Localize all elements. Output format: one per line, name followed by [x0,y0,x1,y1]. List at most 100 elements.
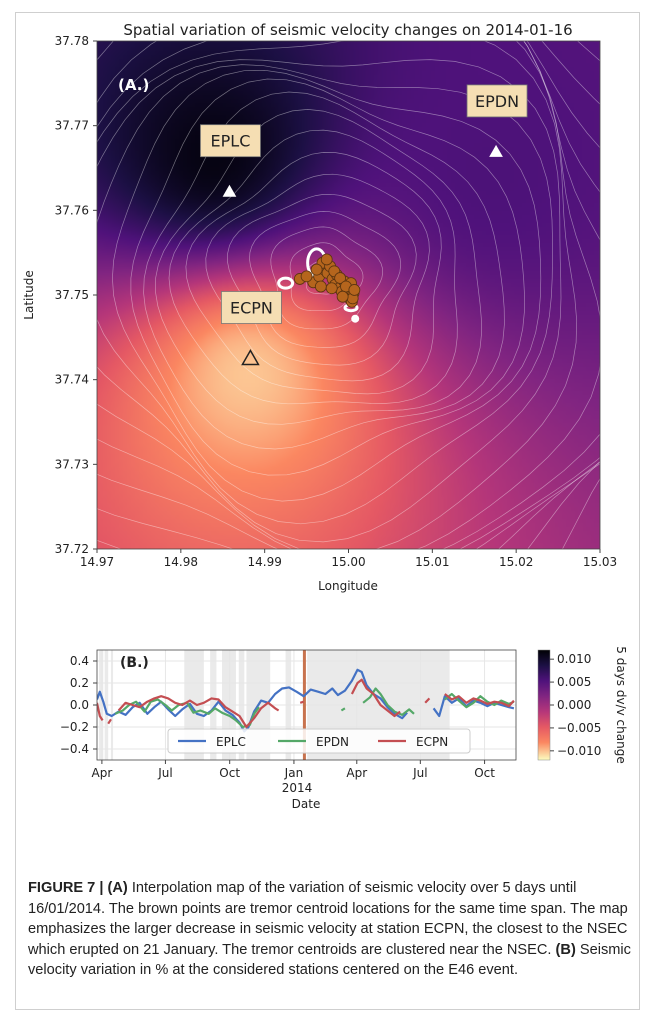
timeseries-x-tick-label: Apr [92,766,113,780]
series-line-epdn [114,687,515,729]
tremor-centroids [293,253,361,308]
colorbar-tick-label: 0.010 [557,652,591,666]
crater-rim [277,276,295,290]
contour-line [227,193,417,366]
station-marker-epdn [489,144,503,157]
map-y-label: Latitude [22,270,36,319]
map-x-tick-label: 14.97 [80,555,114,569]
caption-text-a: Interpolation map of the variation of se… [28,880,628,958]
map-x-tick-label: 15.03 [583,555,617,569]
caption-text-b: Seismic velocity variation in % at the c… [28,941,631,979]
chart-figure: Spatial variation of seismic velocity ch… [0,0,655,811]
contour-line [185,152,442,395]
timeseries-x-axis: Apr Jul Oct Jan Apr Jul Oct [92,760,495,780]
timeseries-x-tick-label: Jan [284,766,304,780]
legend-label-ecpn: ECPN [416,735,448,749]
tremor-centroid-point [320,253,333,266]
station-label-ecpn: ECPN [230,299,273,318]
timeseries-x-tick-label: Oct [219,766,240,780]
map-x-tick-label: 15.01 [415,555,449,569]
map-y-tick-label: 37.77 [55,119,89,133]
contour-line [168,129,458,405]
timeseries-x-tick-label: Jul [412,766,427,780]
timeseries-lines [97,668,515,733]
map-x-tick-label: 15.00 [331,555,365,569]
tremor-centroid-point [325,282,338,295]
tremor-centroid-point [300,270,313,283]
map-y-tick-label: 37.76 [55,203,89,217]
contour-line [155,109,482,425]
legend-label-epdn: EPDN [316,735,349,749]
panel-b-label: (B.) [120,655,149,671]
contour-line [0,0,655,577]
colorbar-ticks: 0.010 0.005 0.000 −0.005 −0.010 [550,652,601,758]
tremor-centroid-point [348,284,361,296]
crater-vent [351,314,360,323]
station-label-box-ecpn [221,291,282,324]
map-y-tick-label: 37.72 [55,542,89,556]
map-y-tick-label: 37.74 [55,373,89,387]
tremor-centroid-point [334,272,347,284]
legend-box [167,728,471,754]
map-x-tick-label: 14.98 [164,555,198,569]
map-y-tick-label: 37.73 [55,457,89,471]
tremor-centroid-point [336,290,349,303]
contour-line [249,211,402,348]
contour-line [0,0,633,568]
contour-line [97,64,553,525]
map-y-axis: 37.72 37.73 37.74 37.75 37.76 37.77 37.78 [55,34,97,556]
caption-part-a: (A) [107,880,128,896]
map-x-tick-label: 15.02 [499,555,533,569]
timeseries-x-tick-label: Jul [157,766,172,780]
colorbar: 0.010 0.005 0.000 −0.005 −0.010 5 days dv/v … [537,646,628,764]
map-x-axis: 14.97 14.98 14.99 15.00 15.01 15.02 15.03 [80,549,617,569]
map-x-tick-label: 14.99 [247,555,281,569]
colorbar-label: 5 days dv/v change [614,646,628,763]
map-title: Spatial variation of seismic velocity ch… [123,21,572,39]
contour-line [205,173,430,382]
contour-line [97,59,562,543]
contour-line [112,69,542,502]
colorbar-tick-label: 0.005 [557,675,591,689]
tremor-centroid-point [310,263,323,276]
timeseries-y-tick-label: 0.4 [70,654,89,668]
contour-line [143,91,505,450]
timeseries-y-tick-label: 0.2 [70,676,89,690]
map-y-tick-label: 37.75 [55,288,89,302]
timeseries-y-tick-label: −0.4 [60,742,89,756]
timeseries-x-label: Date [292,797,321,811]
stations: EPLC EPDN ECPN [200,84,528,366]
heatmap: EPLC EPDN ECPN [0,0,655,593]
station-label-eplc: EPLC [211,132,251,151]
colorbar-tick-label: −0.005 [557,721,601,735]
legend-label-eplc: EPLC [216,735,246,749]
colorbar-gradient [537,649,551,761]
contour-line [0,0,655,593]
timeseries-x-tick-label: Oct [474,766,495,780]
map-x-label: Longitude [318,579,378,593]
station-marker-ecpn [241,348,260,366]
legend: EPLC EPDN ECPN [167,728,471,754]
contour-line [130,78,525,476]
figure-caption: FIGURE 7 | (A) Interpolation map of the … [28,878,634,981]
timeseries-panel: (B.) EPLC EPDN ECPN Apr Jul Oct Jan Apr Jul Oct … [60,649,517,811]
tremor-centroid-point [314,280,327,293]
contour-line [289,242,364,312]
colorbar-tick-label: 0.000 [557,698,591,712]
colorbar-tick-label: −0.010 [557,744,601,758]
station-label-epdn: EPDN [475,92,519,111]
map-y-tick-label: 37.78 [55,34,89,48]
contour-line [270,226,384,330]
station-label-box-eplc [200,124,261,158]
panel-a-label: (A.) [118,76,149,94]
caption-label: FIGURE 7 | [28,880,108,896]
timeseries-y-axis: 0.4 0.2 0.0 −0.2 −0.4 [60,654,97,756]
contour-line [97,41,600,549]
station-label-box-epdn [466,84,528,118]
contour-line [97,41,578,549]
series-line-ecpn [97,678,515,729]
timeseries-x-tick-label: Apr [346,766,367,780]
timeseries-y-tick-label: 0.0 [70,698,89,712]
timeseries-year-label: 2014 [282,781,313,795]
